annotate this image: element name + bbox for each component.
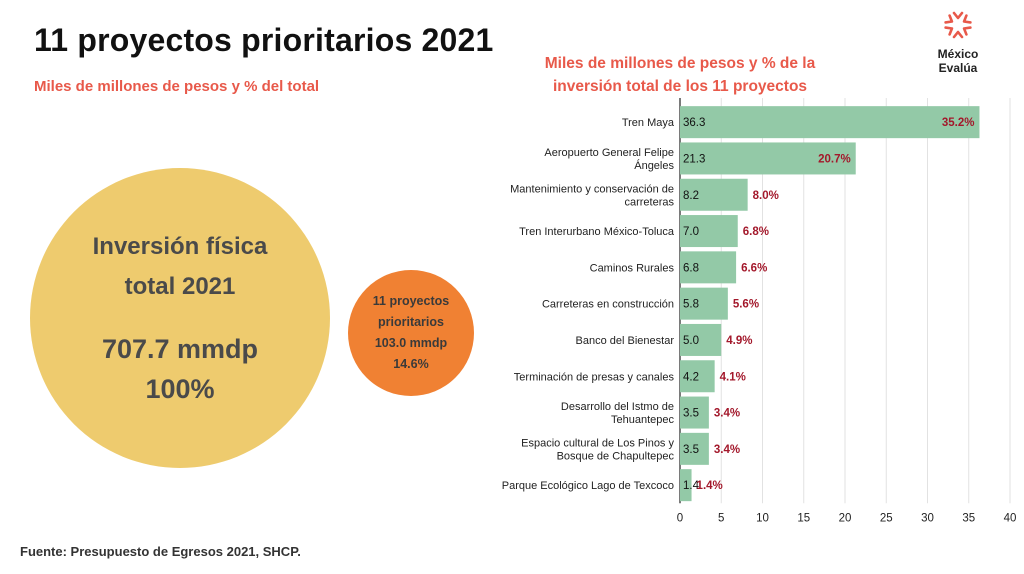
value-label: 1.4 bbox=[683, 480, 700, 492]
source-note: Fuente: Presupuesto de Egresos 2021, SHC… bbox=[20, 544, 301, 559]
bar-chart: Tren Maya 36.3 35.2% Aeropuerto General Fel… bbox=[502, 98, 1017, 524]
value-label: 5.8 bbox=[683, 299, 699, 311]
percent-label: 5.6% bbox=[733, 299, 759, 311]
x-tick-label: 25 bbox=[880, 512, 893, 524]
bar bbox=[680, 323, 722, 356]
percent-label: 1.4% bbox=[697, 480, 723, 492]
percent-label: 8.0% bbox=[753, 190, 779, 202]
x-tick-label: 5 bbox=[718, 512, 724, 524]
value-label: 36.3 bbox=[683, 117, 705, 129]
x-tick-label: 0 bbox=[677, 512, 683, 524]
total-investment-circle: Inversión física total 2021 707.7 mmdp 1… bbox=[30, 168, 330, 468]
bar bbox=[680, 215, 738, 248]
percent-label: 20.7% bbox=[818, 153, 851, 165]
percent-label: 6.6% bbox=[741, 262, 767, 274]
category-label: Tren Interurbano México-Toluca bbox=[519, 226, 675, 238]
x-tick-label: 15 bbox=[797, 512, 810, 524]
x-tick-label: 10 bbox=[756, 512, 769, 524]
total-investment-pct: 100% bbox=[145, 374, 215, 404]
value-label: 6.8 bbox=[683, 262, 699, 274]
category-label: Tren Maya bbox=[622, 117, 675, 129]
value-label: 21.3 bbox=[683, 153, 705, 165]
logo: México Evalúa bbox=[918, 10, 998, 75]
bar bbox=[680, 432, 709, 465]
chart-title: Miles de millones de pesos y % de la inv… bbox=[544, 55, 816, 95]
total-investment-label: Inversión física total 2021 bbox=[92, 233, 268, 300]
priority-projects-circle: 11 proyectos prioritarios 103.0 mmdp 14.… bbox=[348, 270, 474, 396]
priority-projects-amount: 103.0 mmdp bbox=[374, 336, 448, 350]
page-title: 11 proyectos prioritarios 2021 bbox=[34, 22, 494, 58]
x-tick-label: 40 bbox=[1004, 512, 1017, 524]
category-label: Carreteras en construcción bbox=[542, 299, 674, 311]
bar bbox=[680, 469, 692, 502]
percent-label: 3.4% bbox=[714, 408, 740, 420]
percent-label: 6.8% bbox=[743, 226, 769, 238]
category-label: Caminos Rurales bbox=[590, 262, 675, 274]
priority-projects-pct: 14.6% bbox=[393, 357, 429, 371]
category-label: Banco del Bienestar bbox=[576, 335, 675, 347]
mexico-evalua-star-icon bbox=[944, 11, 972, 39]
value-label: 8.2 bbox=[683, 190, 699, 202]
x-tick-label: 35 bbox=[962, 512, 975, 524]
value-label: 5.0 bbox=[683, 335, 699, 347]
x-tick-label: 30 bbox=[921, 512, 934, 524]
percent-label: 4.1% bbox=[720, 371, 746, 383]
category-label: Terminación de presas y canales bbox=[514, 371, 675, 383]
value-label: 7.0 bbox=[683, 226, 699, 238]
percent-label: 4.9% bbox=[726, 335, 752, 347]
bar bbox=[680, 396, 709, 429]
value-label: 3.5 bbox=[683, 408, 699, 420]
bar bbox=[680, 178, 748, 211]
priority-projects-label: 11 proyectos prioritarios bbox=[372, 294, 450, 329]
x-tick-label: 20 bbox=[839, 512, 852, 524]
bar bbox=[680, 106, 980, 139]
logo-name: México Evalúa bbox=[937, 47, 979, 75]
category-label: Espacio cultural de Los Pinos y Bosque de… bbox=[521, 437, 674, 462]
category-label: Aeropuerto General Felipe Ángeles bbox=[544, 147, 674, 172]
page-subtitle: Miles de millones de pesos y % del total bbox=[34, 78, 320, 95]
total-investment-amount: 707.7 mmdp bbox=[101, 334, 259, 364]
value-label: 3.5 bbox=[683, 444, 699, 456]
category-label: Parque Ecológico Lago de Texcoco bbox=[502, 480, 674, 492]
bar bbox=[680, 251, 737, 284]
category-label: Mantenimiento y conservación de carretera… bbox=[510, 183, 674, 208]
value-label: 4.2 bbox=[683, 371, 699, 383]
bar bbox=[680, 142, 856, 175]
category-label: Desarrollo del Istmo de Tehuantepec bbox=[561, 401, 675, 426]
bar bbox=[680, 287, 728, 320]
percent-label: 35.2% bbox=[942, 117, 975, 129]
bar bbox=[680, 360, 715, 393]
percent-label: 3.4% bbox=[714, 444, 740, 456]
